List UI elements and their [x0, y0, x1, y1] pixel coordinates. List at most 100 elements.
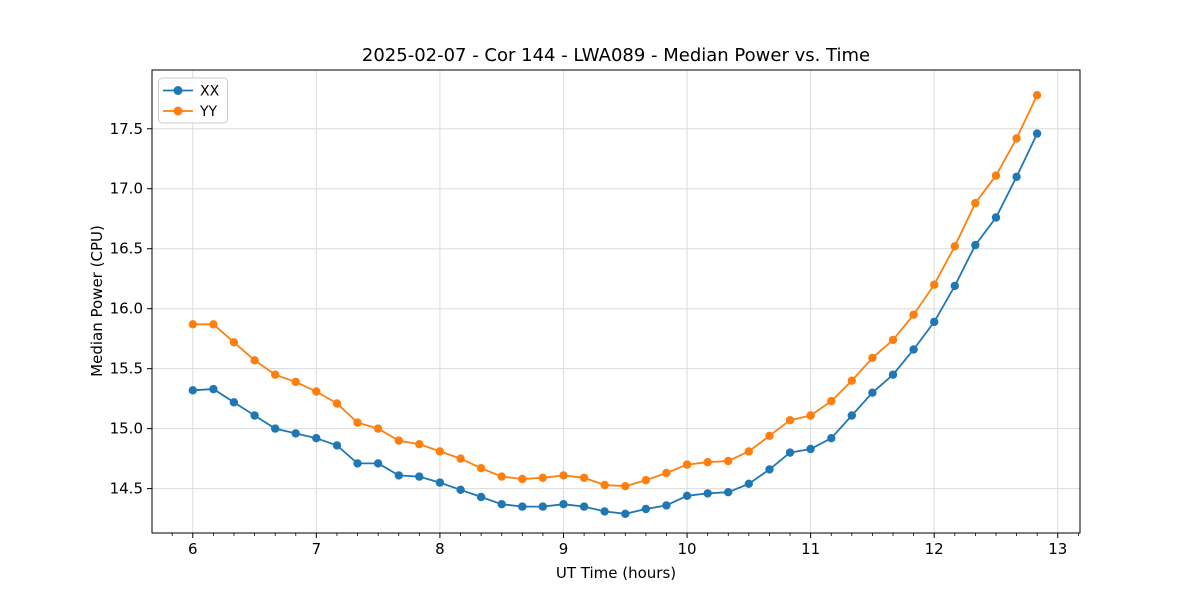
data-point-xx — [332, 441, 342, 450]
data-point-xx — [682, 491, 692, 500]
data-point-xx — [909, 345, 918, 354]
data-point-yy — [209, 320, 218, 329]
data-point-yy — [518, 474, 527, 484]
x-tick-label: 12 — [925, 540, 944, 558]
data-point-xx — [476, 492, 486, 502]
data-point-yy — [188, 320, 197, 329]
data-point-yy — [621, 482, 630, 491]
data-point-xx — [868, 388, 877, 397]
data-point-xx — [579, 502, 589, 511]
data-point-xx — [456, 485, 465, 494]
x-axis-label: UT Time (hours) — [555, 564, 677, 582]
y-tick-label: 17.5 — [110, 120, 143, 138]
data-point-xx — [785, 448, 795, 457]
data-point-yy — [600, 480, 609, 490]
x-tick-label: 8 — [435, 540, 445, 558]
data-point-xx — [188, 386, 197, 395]
data-point-xx — [229, 398, 239, 407]
x-tick-label: 6 — [188, 540, 198, 558]
y-tick-label: 15.0 — [110, 420, 143, 438]
data-point-xx — [271, 424, 280, 433]
y-tick-label: 17.0 — [110, 180, 143, 198]
data-point-xx — [703, 489, 712, 498]
data-point-xx — [950, 281, 959, 291]
data-point-yy — [394, 436, 403, 445]
data-point-xx — [806, 444, 815, 454]
data-point-yy — [250, 356, 259, 365]
legend-label-xx: XX — [200, 84, 220, 100]
data-point-yy — [271, 370, 280, 379]
x-tick-label: 10 — [678, 540, 697, 558]
data-point-xx — [971, 240, 980, 250]
data-point-yy — [930, 280, 939, 289]
chart-title: 2025-02-07 - Cor 144 - LWA089 - Median P… — [361, 45, 871, 66]
x-tick-label: 11 — [801, 540, 820, 558]
data-point-xx — [1032, 129, 1042, 138]
data-point-yy — [703, 458, 712, 467]
data-point-xx — [250, 411, 259, 420]
data-point-yy — [332, 399, 342, 408]
x-tick-label: 13 — [1048, 540, 1067, 558]
x-tick-label: 7 — [312, 540, 322, 558]
data-point-yy — [971, 198, 980, 208]
data-point-yy — [476, 464, 486, 473]
data-point-xx — [394, 471, 403, 480]
legend-label-yy: YY — [199, 104, 218, 120]
data-point-yy — [415, 440, 424, 449]
data-point-xx — [621, 509, 630, 518]
data-point-xx — [991, 213, 1001, 222]
data-point-yy — [662, 468, 671, 478]
data-point-yy — [744, 447, 753, 456]
data-point-yy — [456, 454, 465, 463]
data-point-xx — [600, 507, 609, 516]
data-point-xx — [518, 502, 527, 511]
y-tick-label: 16.5 — [110, 240, 143, 258]
data-point-xx — [209, 384, 218, 394]
y-tick-label: 16.0 — [110, 300, 143, 318]
y-tick-label: 15.5 — [110, 360, 143, 378]
legend-marker-yy — [173, 106, 183, 116]
data-point-yy — [785, 416, 795, 425]
data-point-yy — [579, 473, 589, 482]
y-axis-label: Median Power (CPU) — [88, 225, 106, 377]
data-point-yy — [991, 171, 1001, 180]
data-point-yy — [827, 396, 836, 406]
x-tick-label: 9 — [559, 540, 569, 558]
axes-spines — [151, 69, 1081, 534]
series-line-yy — [192, 94, 1038, 488]
data-point-xx — [641, 504, 651, 514]
data-point-yy — [229, 338, 239, 347]
data-point-xx — [312, 434, 321, 443]
legend-marker-xx — [173, 86, 183, 95]
data-point-yy — [353, 418, 362, 427]
data-point-xx — [724, 488, 733, 497]
data-point-yy — [497, 472, 506, 481]
data-point-xx — [744, 479, 753, 488]
data-point-yy — [888, 335, 898, 345]
data-point-xx — [435, 478, 445, 487]
series-line-xx — [192, 133, 1038, 515]
data-point-yy — [559, 471, 568, 480]
data-point-xx — [662, 501, 671, 510]
data-point-yy — [847, 376, 856, 385]
data-point-yy — [312, 387, 321, 396]
data-point-xx — [291, 429, 300, 438]
data-point-yy — [682, 460, 692, 469]
data-point-xx — [1012, 172, 1021, 181]
y-tick-label: 14.5 — [110, 480, 143, 498]
data-point-xx — [373, 459, 383, 468]
data-point-xx — [827, 434, 836, 443]
data-point-yy — [765, 431, 774, 440]
data-point-yy — [1012, 134, 1021, 143]
data-point-yy — [806, 411, 815, 420]
data-point-yy — [909, 310, 918, 319]
data-point-yy — [373, 424, 383, 433]
data-point-yy — [950, 242, 959, 251]
data-point-yy — [291, 377, 300, 387]
data-point-yy — [641, 476, 651, 485]
data-point-xx — [765, 465, 774, 474]
data-point-yy — [538, 473, 547, 482]
data-point-xx — [888, 370, 898, 379]
